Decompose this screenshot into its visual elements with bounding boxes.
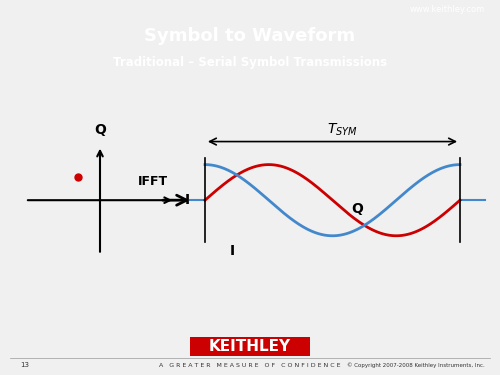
Text: © Copyright 2007-2008 Keithley Instruments, Inc.: © Copyright 2007-2008 Keithley Instrumen… xyxy=(347,362,485,368)
FancyBboxPatch shape xyxy=(190,337,310,356)
Text: $T_{SYM}$: $T_{SYM}$ xyxy=(327,122,358,138)
Text: KEITHLEY: KEITHLEY xyxy=(209,339,291,354)
Text: www.keithley.com: www.keithley.com xyxy=(410,6,485,14)
Text: Traditional – Serial Symbol Transmissions: Traditional – Serial Symbol Transmission… xyxy=(113,56,387,69)
Text: I: I xyxy=(230,244,235,258)
Text: I: I xyxy=(185,193,190,207)
Text: Q: Q xyxy=(94,123,106,137)
Text: Symbol to Waveform: Symbol to Waveform xyxy=(144,27,356,45)
Text: 13: 13 xyxy=(20,362,29,368)
Text: IFFT: IFFT xyxy=(138,176,168,189)
Text: A   G R E A T E R   M E A S U R E   O F   C O N F I D E N C E: A G R E A T E R M E A S U R E O F C O N … xyxy=(159,363,341,368)
Text: Q: Q xyxy=(352,202,364,216)
